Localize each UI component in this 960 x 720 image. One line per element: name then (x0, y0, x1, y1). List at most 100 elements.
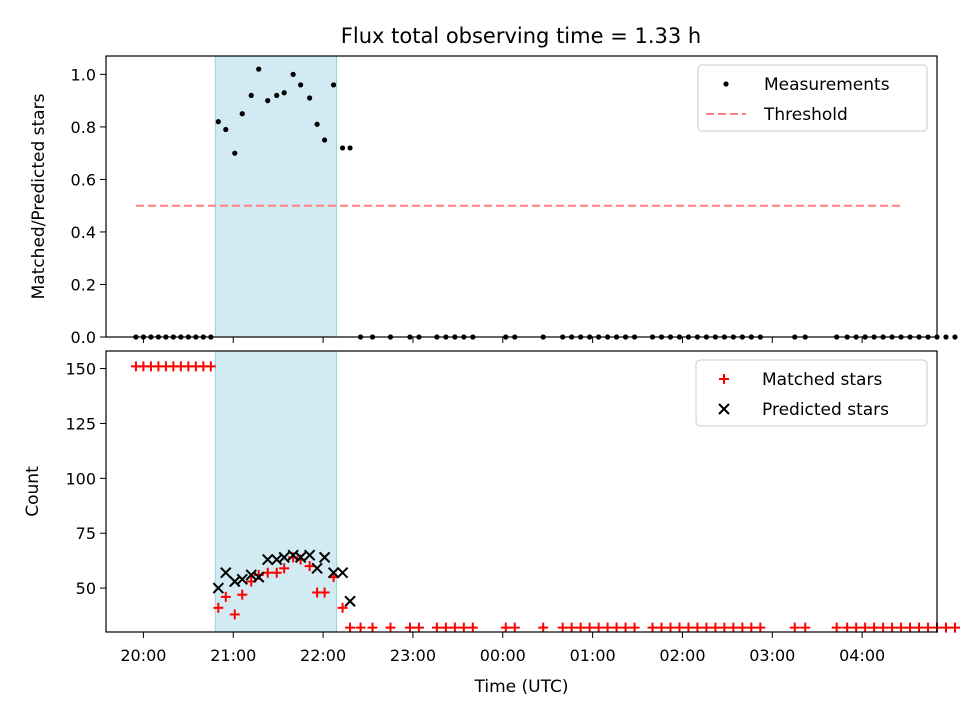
matched-point (229, 609, 240, 620)
measurement-point (347, 145, 353, 151)
legend-matched-swatch (719, 374, 729, 384)
y-tick-label: 0.0 (71, 328, 96, 347)
matched-point (385, 622, 396, 633)
measurement-point (307, 95, 313, 101)
x-tick-label: 21:00 (210, 646, 256, 665)
top-y-axis-label: Matched/Predicted stars (29, 93, 49, 299)
matched-point (647, 622, 658, 633)
matched-point (279, 563, 290, 574)
matched-point (878, 622, 889, 633)
bottom-series (130, 361, 960, 633)
matched-point (831, 622, 842, 633)
matched-point (355, 622, 366, 633)
legend-label: Matched stars (762, 370, 882, 390)
bottom-x-ticks: 20:00 21:00 22:00 23:00 00:00 01:00 02:00 03:00… (120, 632, 885, 665)
predicted-point (262, 553, 274, 566)
matched-point (367, 622, 378, 633)
matched-point (304, 561, 315, 572)
legend-label: Measurements (764, 75, 890, 95)
top-y-ticks: 0.0 0.2 0.4 0.6 0.8 1.0 (71, 65, 106, 347)
x-axis-label: Time (UTC) (474, 677, 569, 697)
matched-point (538, 622, 549, 633)
predicted-point (294, 551, 307, 564)
measurement-point (232, 150, 238, 156)
y-tick-label: 125 (65, 414, 96, 433)
top-axes-frame (105, 55, 938, 338)
legend-box (697, 64, 928, 132)
matched-point (940, 622, 951, 633)
measurement-point (248, 92, 254, 98)
x-tick-label: 01:00 (570, 646, 616, 665)
observing-window-bottom (214, 350, 338, 633)
bottom-y-axis-label: Count (23, 466, 43, 517)
matched-point (611, 622, 622, 633)
y-tick-label: 50 (76, 579, 96, 598)
measurement-point (339, 145, 346, 151)
matched-point (737, 622, 748, 633)
y-tick-label: 150 (65, 360, 96, 379)
legend-label: Predicted stars (762, 400, 889, 420)
legend-predicted-swatch (718, 403, 730, 415)
bottom-legend: Matched stars Predicted stars (695, 359, 928, 427)
y-tick-label: 0.2 (71, 275, 96, 294)
matched-point (575, 622, 586, 633)
top-x-ticks (142, 337, 863, 343)
predicted-point (220, 567, 232, 579)
x-tick-label: 03:00 (749, 646, 795, 665)
predicted-point (303, 549, 316, 561)
y-tick-label: 0.6 (71, 170, 96, 189)
matched-point (557, 622, 568, 633)
matched-point (851, 622, 862, 633)
bottom-y-ticks: 50 75 100 125 150 (65, 360, 106, 598)
matched-point (345, 622, 356, 633)
measurement-point (330, 82, 337, 88)
matched-point (271, 567, 282, 578)
matched-point (566, 622, 577, 633)
bottom-panel: 50 75 100 125 150 20:00 21:00 22:00 23:00 00:00 0… (23, 350, 960, 697)
matched-point (620, 622, 631, 633)
y-tick-label: 0.8 (71, 118, 96, 137)
x-tick-label: 23:00 (390, 646, 436, 665)
matched-point (431, 622, 442, 633)
matched-point (629, 622, 640, 633)
matched-point (467, 622, 478, 633)
measurement-point (215, 119, 221, 125)
measurement-point (943, 334, 949, 340)
matched-point (500, 622, 511, 633)
predicted-point (212, 582, 225, 594)
x-tick-label: 22:00 (300, 646, 346, 665)
top-series (133, 66, 958, 340)
measurement-point (322, 137, 328, 143)
matched-point (509, 622, 520, 633)
y-tick-label: 1.0 (71, 65, 96, 84)
matched-point (887, 622, 898, 633)
legend-box (695, 359, 928, 427)
measurement-point (256, 66, 262, 72)
matched-point (237, 589, 248, 600)
matched-point (719, 622, 730, 633)
predicted-point (236, 573, 248, 586)
predicted-point (327, 567, 340, 579)
matched-point (213, 602, 224, 613)
matched-point (584, 622, 595, 633)
matched-point (701, 622, 712, 633)
matched-point (337, 602, 348, 613)
matched-point (914, 622, 925, 633)
matched-point (458, 622, 469, 633)
measurement-point (223, 126, 229, 133)
y-tick-label: 100 (65, 469, 96, 488)
matched-point (949, 622, 960, 633)
measurement-point (723, 81, 729, 87)
matched-point (896, 622, 907, 633)
chart-title: Flux total observing time = 1.33 h (341, 24, 701, 48)
matched-point (602, 622, 613, 633)
observing-window-top (214, 55, 338, 338)
matched-point (746, 622, 757, 633)
matched-point (665, 622, 676, 633)
x-tick-label: 00:00 (480, 646, 526, 665)
measurement-point (952, 334, 958, 340)
top-legend: Measurements Threshold (697, 64, 928, 132)
top-panel: 0.0 0.2 0.4 0.6 0.8 1.0 Matched/Predicted sta… (29, 55, 958, 347)
matched-point (923, 622, 934, 633)
